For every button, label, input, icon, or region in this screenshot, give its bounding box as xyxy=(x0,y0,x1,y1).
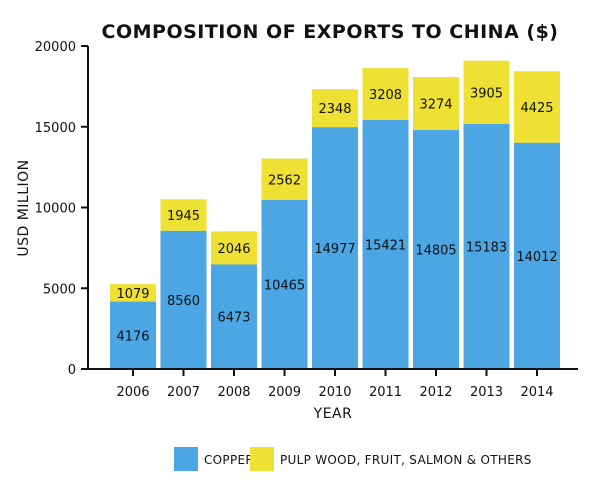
data-label: 3208 xyxy=(369,88,402,103)
y-tick-label: 20000 xyxy=(35,40,76,55)
bar-segment-others xyxy=(463,60,510,124)
bar-segment-others xyxy=(362,68,409,120)
y-axis-ticks: 0 5000 10000 15000 20000 xyxy=(35,40,88,378)
data-label: 6473 xyxy=(217,311,250,326)
legend-swatch-copper xyxy=(174,447,198,471)
bar-segment-copper xyxy=(413,129,459,369)
data-label: 14805 xyxy=(415,243,456,258)
data-label: 14012 xyxy=(516,250,557,265)
data-label: 1079 xyxy=(116,287,149,302)
y-tick-label: 0 xyxy=(68,363,76,378)
x-axis-label: YEAR xyxy=(313,406,353,422)
x-tick-label: 2013 xyxy=(470,385,503,400)
data-label: 3905 xyxy=(470,86,503,101)
x-axis-ticks: 2006 2007 2008 2009 2010 2011 2012 2013 2014 xyxy=(116,369,554,400)
bar-segment-copper xyxy=(463,123,510,369)
data-label: 14977 xyxy=(314,242,355,257)
data-label: 2348 xyxy=(318,102,351,117)
data-label: 15421 xyxy=(365,238,406,253)
x-tick-label: 2006 xyxy=(116,385,149,400)
legend-swatch-others xyxy=(250,447,274,471)
data-label: 2562 xyxy=(268,173,301,188)
bar-segment-copper xyxy=(362,119,409,369)
bar-segment-others xyxy=(211,231,257,265)
legend: COPPER PULP WOOD, FRUIT, SALMON & OTHERS xyxy=(174,447,532,471)
bar-segment-copper xyxy=(261,199,308,369)
bar-segment-others xyxy=(312,89,358,128)
bar-segment-copper xyxy=(160,230,207,369)
data-label: 2046 xyxy=(217,242,250,257)
x-tick-label: 2009 xyxy=(268,385,301,400)
y-tick-label: 15000 xyxy=(35,121,76,136)
bar-segment-copper xyxy=(211,264,257,369)
data-label: 15183 xyxy=(466,240,507,255)
data-label: 4425 xyxy=(520,101,553,116)
bars: 4176 1079 8560 1945 6473 2046 10465 2562 14977 23… xyxy=(110,60,560,369)
bar-segment-others xyxy=(110,284,156,302)
data-label: 8560 xyxy=(167,294,200,309)
x-tick-label: 2008 xyxy=(217,385,250,400)
bar-segment-others xyxy=(160,199,207,231)
data-label: 3274 xyxy=(419,97,452,112)
data-label: 4176 xyxy=(116,329,149,344)
data-label: 1945 xyxy=(167,209,200,224)
bar-segment-copper xyxy=(514,142,560,369)
bar-segment-others xyxy=(413,77,459,130)
y-tick-label: 5000 xyxy=(43,282,76,297)
y-axis-label-group: USD MILLION xyxy=(16,159,32,256)
x-tick-label: 2014 xyxy=(520,385,553,400)
bar-segment-others xyxy=(261,158,308,200)
legend-label-others: PULP WOOD, FRUIT, SALMON & OTHERS xyxy=(280,453,532,467)
y-tick-label: 10000 xyxy=(35,202,76,217)
data-label: 10465 xyxy=(264,278,305,293)
x-tick-label: 2010 xyxy=(318,385,351,400)
x-tick-label: 2012 xyxy=(419,385,452,400)
bar-segment-copper xyxy=(312,127,358,369)
x-tick-label: 2011 xyxy=(369,385,402,400)
y-axis-label: USD MILLION xyxy=(16,159,32,256)
legend-label-copper: COPPER xyxy=(204,453,254,467)
chart-title: COMPOSITION OF EXPORTS TO CHINA ($) xyxy=(102,21,559,43)
bar-segment-copper xyxy=(110,301,156,369)
x-tick-label: 2007 xyxy=(167,385,200,400)
bar-segment-others xyxy=(514,71,560,143)
